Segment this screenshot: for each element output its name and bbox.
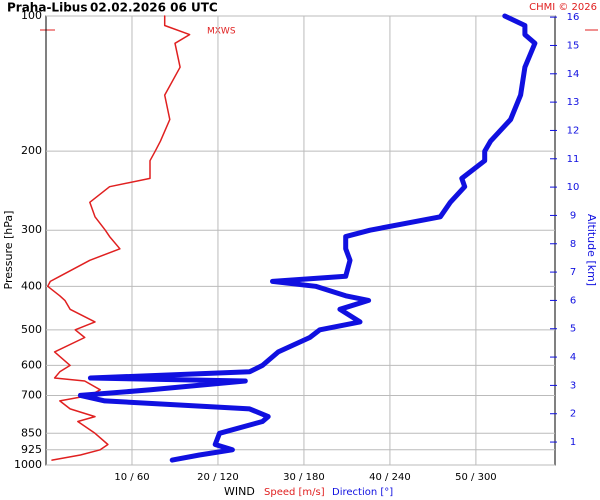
series-line <box>46 15 191 461</box>
y-tick-label: 850 <box>21 426 42 439</box>
plot-frame <box>45 15 556 466</box>
legend-entry: Direction [°] <box>332 487 393 498</box>
y2-tick-label: 11 <box>567 154 580 165</box>
y-tick-label: 700 <box>21 388 42 401</box>
y2-tick-label: 8 <box>570 239 576 250</box>
x-tick-label: 50 / 300 <box>455 472 497 483</box>
y2-tick-label: 1 <box>570 437 576 448</box>
x-axis-label: WIND <box>224 485 255 498</box>
y2-tick-label: 2 <box>570 409 576 420</box>
legend-entry: Speed [m/s] <box>264 487 325 498</box>
y-tick-label: 200 <box>21 144 42 157</box>
y2-axis-label: Altitude [km] <box>585 214 598 286</box>
y2-tick-label: 4 <box>570 352 576 363</box>
series-line <box>77 13 538 463</box>
y2-tick-label: 5 <box>570 324 576 335</box>
x-tick-label: 40 / 240 <box>369 472 411 483</box>
x-tick-label: 10 / 60 <box>114 472 149 483</box>
y-axis-label: Pressure [hPa] <box>2 211 15 290</box>
y-tick-label: 600 <box>21 358 42 371</box>
y-tick-label: 1000 <box>14 458 42 471</box>
y2-tick-label: 9 <box>570 210 576 221</box>
y2-tick-label: 12 <box>567 125 580 136</box>
credit: CHMI © 2026 <box>529 2 597 13</box>
y2-tick-label: 13 <box>567 97 580 108</box>
y-tick-label: 100 <box>21 9 42 22</box>
y2-tick-label: 14 <box>567 69 580 80</box>
y2-tick-label: 10 <box>567 182 580 193</box>
y2-tick-label: 15 <box>567 40 580 51</box>
y-tick-label: 925 <box>21 443 42 456</box>
y2-tick-label: 16 <box>567 12 580 23</box>
y-tick-label: 500 <box>21 323 42 336</box>
y2-tick-label: 3 <box>570 380 576 391</box>
annotation: MXWS <box>207 27 236 37</box>
chart-title: Praha-Libus <box>7 1 87 15</box>
chart-subtitle: 02.02.2026 06 UTC <box>90 1 218 15</box>
x-tick-label: 20 / 120 <box>197 472 239 483</box>
y2-tick-label: 6 <box>570 295 576 306</box>
y-tick-label: 400 <box>21 279 42 292</box>
y-tick-label: 300 <box>21 223 42 236</box>
y2-tick-label: 7 <box>570 267 576 278</box>
x-tick-label: 30 / 180 <box>283 472 325 483</box>
